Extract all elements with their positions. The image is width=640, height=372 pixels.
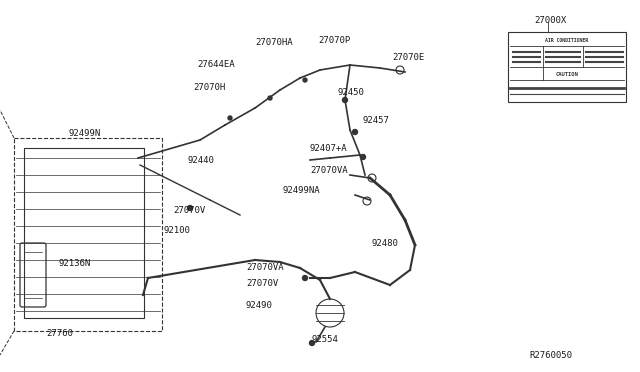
Text: R2760050: R2760050: [529, 352, 572, 360]
Circle shape: [342, 97, 348, 103]
Text: 92499NA: 92499NA: [283, 186, 321, 195]
Text: 27070V: 27070V: [173, 205, 205, 215]
Bar: [24, 148, 144, 318]
Text: 92457: 92457: [363, 115, 390, 125]
Text: CAUTION: CAUTION: [556, 71, 579, 77]
Text: 92480: 92480: [372, 238, 399, 247]
Circle shape: [360, 154, 365, 160]
Text: 27070VA: 27070VA: [246, 263, 284, 273]
Circle shape: [268, 96, 272, 100]
Text: 27070HA: 27070HA: [255, 38, 292, 46]
Bar: [508, 32, 626, 102]
Text: 92407+A: 92407+A: [310, 144, 348, 153]
Text: 92100: 92100: [163, 225, 190, 234]
Text: 92499N: 92499N: [68, 128, 100, 138]
Bar: [14, 138, 162, 331]
Text: 27760: 27760: [46, 328, 73, 337]
Text: AIR CONDITIONER: AIR CONDITIONER: [545, 38, 589, 42]
Circle shape: [228, 116, 232, 120]
Text: 92440: 92440: [188, 155, 215, 164]
Text: 27070E: 27070E: [392, 52, 424, 61]
Circle shape: [353, 129, 358, 135]
Text: 27070P: 27070P: [318, 35, 350, 45]
Text: 92554: 92554: [312, 336, 339, 344]
Text: 27644EA: 27644EA: [197, 60, 235, 68]
Text: 27000X: 27000X: [534, 16, 566, 25]
Text: 27070VA: 27070VA: [310, 166, 348, 174]
Text: 92136N: 92136N: [58, 259, 90, 267]
Circle shape: [303, 276, 307, 280]
Text: 92490: 92490: [246, 301, 273, 311]
Circle shape: [310, 340, 314, 346]
Circle shape: [188, 205, 193, 211]
Text: 27070V: 27070V: [246, 279, 278, 289]
Text: 27070H: 27070H: [193, 83, 225, 92]
Circle shape: [303, 78, 307, 82]
Text: 92450: 92450: [338, 87, 365, 96]
